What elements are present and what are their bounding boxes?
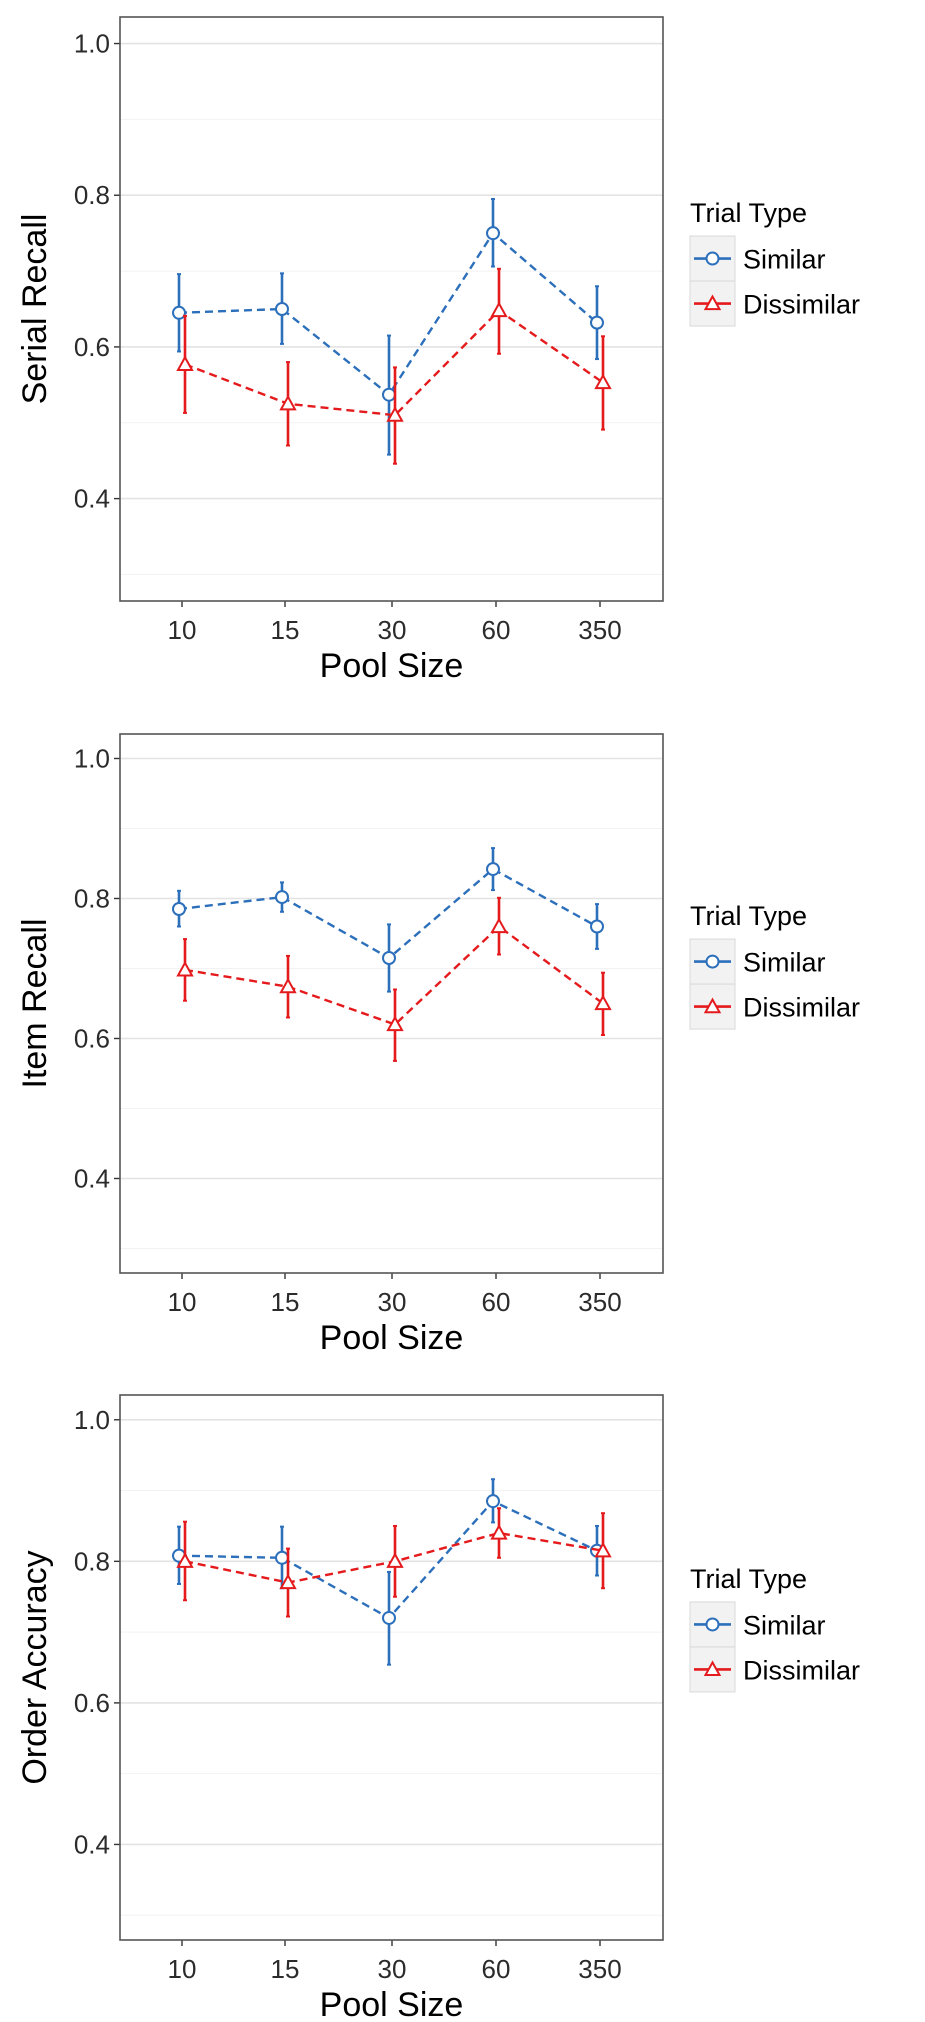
data-point (275, 302, 289, 316)
data-point (279, 394, 297, 411)
x-tick-label: 60 (482, 1954, 511, 1984)
legend-title: Trial Type (690, 198, 807, 228)
x-tick-label: 30 (378, 1287, 407, 1317)
plot-border (119, 733, 664, 1274)
y-axis-title: Serial Recall (16, 214, 54, 405)
x-tick-label: 10 (168, 1287, 197, 1317)
legend-marker (703, 997, 722, 1014)
data-point (176, 355, 194, 371)
legend: Trial Type Similar Dissimilar (689, 901, 860, 1030)
y-tick-label: 0.8 (74, 1546, 110, 1576)
y-tick-label: 0.6 (74, 332, 110, 362)
legend: Trial Type Similar Dissimilar (689, 1564, 860, 1693)
plot-background (120, 1395, 663, 1940)
data-point (172, 902, 186, 916)
data-point (275, 890, 289, 905)
x-tick-label: 10 (168, 615, 197, 645)
legend-label: Dissimilar (743, 993, 860, 1023)
x-tick-label: 60 (482, 1287, 511, 1317)
y-axis-title: Item Recall (16, 918, 54, 1088)
y-tick-label: 1.0 (74, 1405, 110, 1435)
x-axis-title: Pool Size (320, 1986, 464, 2022)
data-point (590, 315, 604, 330)
x-tick-label: 350 (578, 1954, 621, 1984)
y-tick-label: 0.4 (74, 1164, 110, 1194)
data-point (486, 862, 500, 877)
data-point (486, 1494, 500, 1509)
data-point (382, 951, 396, 965)
data-point (490, 1523, 508, 1540)
chart-panel-3: 0.4 0.6 0.8 1.0 10 15 30 60 350 Pool Size Order Ac… (16, 1394, 860, 2022)
legend-label: Similar (743, 948, 826, 978)
plot-border (119, 16, 664, 602)
data-point (594, 373, 612, 390)
legend-marker (703, 294, 722, 311)
y-tick-label: 1.0 (74, 29, 110, 59)
plot-background (120, 734, 663, 1273)
x-tick-label: 350 (578, 1287, 621, 1317)
data-point (386, 406, 404, 422)
y-tick-label: 0.8 (74, 884, 110, 914)
legend-marker (705, 954, 720, 969)
x-tick-label: 350 (578, 615, 621, 645)
plot-border (119, 1394, 664, 1941)
chart-panel-1: 0.4 0.6 0.8 1.0 10 15 30 60 350 Pool Size Serial R… (16, 16, 860, 685)
series-dissimilar (176, 1507, 612, 1618)
series-similar (172, 847, 604, 993)
legend-marker (705, 1617, 720, 1632)
legend-marker (703, 1660, 722, 1677)
data-point (275, 1550, 289, 1565)
series-similar (172, 1478, 604, 1666)
series-dissimilar (176, 896, 612, 1062)
data-point (386, 1552, 404, 1568)
data-point (594, 1541, 612, 1558)
y-tick-label: 1.0 (74, 744, 110, 774)
y-axis-title: Order Accuracy (16, 1550, 54, 1784)
data-point (279, 1573, 297, 1590)
legend: Trial Type Similar Dissimilar (689, 198, 860, 327)
legend-marker (705, 251, 720, 266)
data-point (490, 301, 508, 318)
y-tick-label: 0.6 (74, 1688, 110, 1718)
y-tick-label: 0.8 (74, 180, 110, 210)
x-tick-label: 15 (271, 615, 300, 645)
legend-label: Dissimilar (743, 290, 860, 320)
data-point (386, 1015, 404, 1032)
legend-label: Dissimilar (743, 1655, 860, 1685)
x-tick-label: 30 (378, 615, 407, 645)
y-tick-label: 0.4 (74, 1829, 110, 1859)
legend-title: Trial Type (690, 901, 807, 931)
data-point (382, 387, 396, 402)
x-tick-label: 60 (482, 615, 511, 645)
chart-panel-2: 0.4 0.6 0.8 1.0 10 15 30 60 350 Pool Size Item Rec… (16, 733, 860, 1357)
data-point (172, 305, 186, 320)
series-line (184, 308, 604, 417)
y-tick-label: 0.4 (74, 484, 110, 514)
plot-background (120, 17, 663, 601)
data-point (176, 1552, 194, 1568)
data-point (590, 919, 604, 934)
legend-label: Similar (743, 1610, 826, 1640)
series-dissimilar (176, 267, 612, 465)
x-axis-title: Pool Size (320, 647, 464, 685)
data-point (594, 994, 612, 1011)
data-point (279, 977, 297, 994)
data-point (490, 917, 508, 934)
data-point (176, 960, 194, 977)
x-tick-label: 15 (271, 1954, 300, 1984)
data-point (486, 226, 500, 241)
data-point (382, 1610, 396, 1625)
x-axis-title: Pool Size (320, 1319, 464, 1357)
y-tick-label: 0.6 (74, 1024, 110, 1054)
x-tick-label: 30 (378, 1954, 407, 1984)
x-tick-label: 15 (271, 1287, 300, 1317)
legend-label: Similar (743, 245, 826, 275)
x-tick-label: 10 (168, 1954, 197, 1984)
legend-title: Trial Type (690, 1564, 807, 1594)
series-line (184, 924, 604, 1026)
